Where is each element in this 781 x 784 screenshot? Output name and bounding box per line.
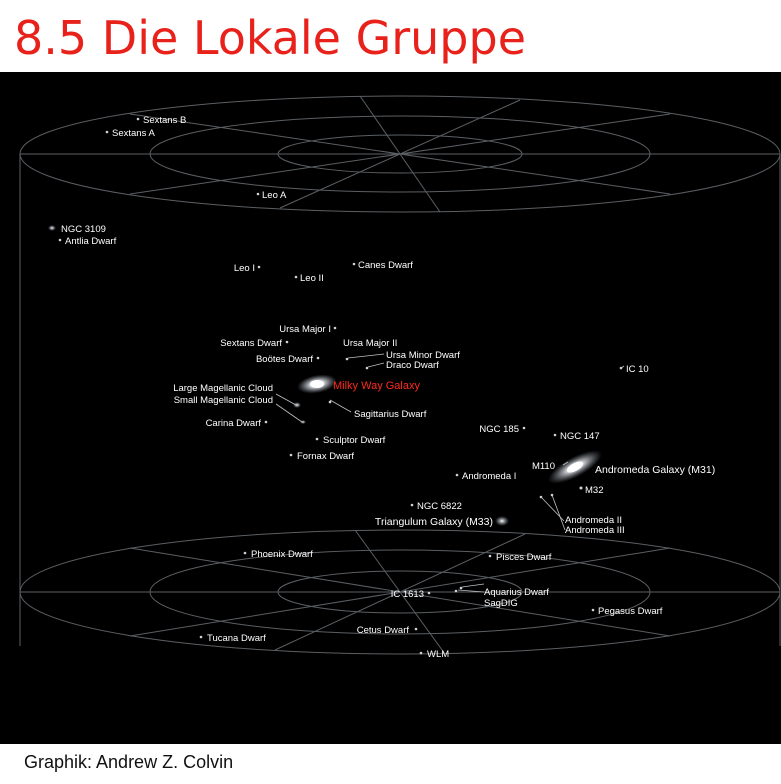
label-sagdig: SagDIG	[484, 598, 518, 609]
ngc-3109-galaxy	[48, 225, 56, 231]
label-cetus-dwarf: Cetus Dwarf	[357, 625, 410, 636]
label-draco-dwarf: Draco Dwarf	[386, 360, 439, 371]
label-sextans-a: Sextans A	[112, 128, 155, 139]
image-credit: Graphik: Andrew Z. Colvin	[24, 752, 234, 772]
label-ngc-185: NGC 185	[479, 424, 519, 435]
label-smc: Small Magellanic Cloud	[174, 395, 273, 406]
label-ursa-minor-dwarf: Ursa Minor Dwarf	[386, 350, 460, 361]
label-phoenix-dwarf: Phoenix Dwarf	[251, 549, 313, 560]
triangulum-galaxy	[495, 516, 509, 526]
label-ic-1613: IC 1613	[391, 589, 424, 600]
label-antlia-dwarf: Antlia Dwarf	[65, 236, 117, 247]
label-sagittarius-dwarf: Sagittarius Dwarf	[354, 409, 427, 420]
andromeda-galaxy	[548, 450, 602, 484]
label-aquarius-dwarf: Aquarius Dwarf	[484, 587, 549, 598]
label-milky-way: Milky Way Galaxy	[333, 380, 420, 392]
label-andromeda-galaxy: Andromeda Galaxy (M31)	[595, 464, 715, 476]
label-tucana-dwarf: Tucana Dwarf	[207, 633, 266, 644]
label-carina-dwarf: Carina Dwarf	[206, 418, 262, 429]
label-pisces-dwarf: Pisces Dwarf	[496, 552, 552, 563]
label-ursa-major-i: Ursa Major I	[279, 324, 331, 335]
label-ngc-3109: NGC 3109	[61, 224, 106, 235]
label-pegasus-dwarf: Pegasus Dwarf	[598, 606, 663, 617]
label-andromeda-i: Andromeda I	[462, 471, 516, 482]
milky-way-galaxy	[297, 374, 337, 394]
lmc-galaxy	[293, 402, 301, 408]
label-canes-dwarf: Canes Dwarf	[358, 260, 413, 271]
label-ursa-major-ii: Ursa Major II	[343, 338, 397, 349]
diagram-canvas: Sextans B Sextans A Leo A NGC 3109 Antli…	[19, 95, 781, 660]
label-ic-10: IC 10	[626, 364, 649, 375]
label-leo-a: Leo A	[262, 190, 287, 201]
label-m32: M32	[585, 485, 603, 496]
label-ngc-147: NGC 147	[560, 431, 600, 442]
cylinder-grid	[19, 95, 781, 655]
label-sextans-b: Sextans B	[143, 115, 186, 126]
label-andromeda-ii: Andromeda II	[565, 515, 622, 526]
label-leo-i: Leo I	[234, 263, 255, 274]
page-title: 8.5 Die Lokale Gruppe	[14, 11, 526, 65]
label-sculptor-dwarf: Sculptor Dwarf	[323, 435, 386, 446]
label-andromeda-iii: Andromeda III	[565, 525, 625, 536]
label-triangulum: Triangulum Galaxy (M33)	[375, 516, 493, 528]
object-labels: Sextans B Sextans A Leo A NGC 3109 Antli…	[61, 115, 715, 660]
leader-lines	[275, 353, 625, 593]
label-m110: M110	[532, 461, 555, 472]
smc-galaxy	[300, 420, 306, 424]
local-group-diagram: Sextans B Sextans A Leo A NGC 3109 Antli…	[0, 72, 781, 744]
label-ngc-6822: NGC 6822	[417, 501, 462, 512]
label-lmc: Large Magellanic Cloud	[173, 383, 273, 394]
label-fornax-dwarf: Fornax Dwarf	[297, 451, 354, 462]
label-sextans-dwarf: Sextans Dwarf	[220, 338, 282, 349]
label-leo-ii: Leo II	[300, 273, 324, 284]
label-bootes-dwarf: Boötes Dwarf	[256, 354, 313, 365]
label-wlm: WLM	[427, 649, 449, 660]
